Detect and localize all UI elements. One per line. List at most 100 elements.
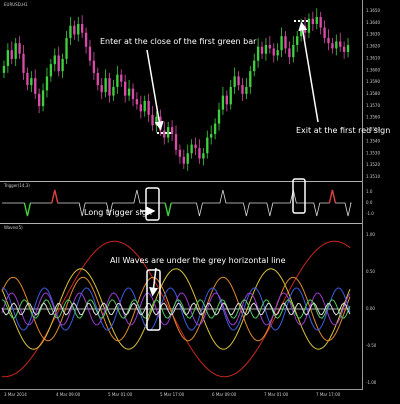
candle: [139, 95, 142, 119]
candle-body: [190, 144, 193, 154]
candle-body: [186, 153, 189, 164]
candle-body: [88, 46, 92, 61]
wave-green: [1, 299, 351, 319]
candle: [178, 144, 182, 164]
candle: [84, 27, 88, 54]
candle-body: [26, 72, 29, 86]
candle-body: [65, 37, 68, 59]
candle: [116, 65, 119, 94]
trigger-series: [2, 189, 352, 217]
candle-body: [331, 43, 334, 49]
candle: [96, 67, 99, 91]
entry-arrow: [146, 49, 164, 131]
candle-body: [221, 95, 225, 110]
candle: [151, 106, 154, 131]
candle: [202, 148, 205, 166]
waves-scale-label: 1.00: [366, 232, 375, 237]
candle: [335, 34, 338, 56]
candle-body: [249, 71, 252, 87]
candle-body: [288, 48, 291, 58]
candle: [307, 13, 311, 38]
candle-body: [315, 16, 318, 24]
candle: [249, 65, 252, 94]
candle: [229, 79, 232, 110]
candle: [170, 120, 174, 142]
price-scale-label: 1.3570: [366, 103, 380, 108]
candle: [268, 36, 272, 54]
time-scale-label: 7 Mar 01:00: [264, 392, 289, 397]
candle: [323, 20, 326, 44]
candle: [245, 78, 248, 100]
trigger-signal: [328, 189, 337, 204]
candle: [206, 130, 209, 159]
wave-red: [1, 240, 351, 378]
candle: [221, 86, 225, 115]
candle-body: [174, 134, 178, 150]
candle: [69, 16, 72, 45]
candle: [92, 51, 96, 80]
exit-dot: [294, 20, 296, 22]
candle-body: [237, 76, 240, 86]
candle-body: [253, 60, 256, 72]
trigger-line: [2, 189, 352, 217]
candle: [346, 37, 350, 58]
candlestick-series: [2, 8, 350, 171]
candle-body: [268, 44, 272, 49]
waves-series: [1, 240, 351, 378]
candle-body: [53, 55, 56, 65]
candle-body: [108, 78, 111, 96]
candle: [37, 88, 41, 114]
candle: [147, 93, 150, 122]
candle-body: [30, 78, 33, 86]
candle-body: [194, 144, 197, 149]
exit-dot: [302, 20, 304, 22]
candle-body: [241, 85, 244, 94]
candle-body: [135, 99, 139, 105]
price-scale-label: 1.3610: [366, 55, 380, 60]
candle-body: [57, 55, 60, 72]
trigger-signal: [23, 202, 32, 217]
candle-body: [14, 43, 17, 59]
candle-body: [256, 46, 260, 61]
candle: [331, 37, 334, 54]
trigger-signal: [51, 189, 59, 204]
candle: [10, 41, 13, 65]
candle-body: [342, 46, 346, 52]
candle: [41, 83, 45, 112]
candle-body: [323, 27, 326, 38]
candle-body: [167, 127, 170, 138]
candle: [30, 71, 33, 93]
price-scale-label: 1.3620: [366, 44, 380, 49]
candle: [26, 67, 29, 91]
candle-body: [45, 76, 49, 91]
candle-body: [92, 60, 96, 73]
candle: [276, 43, 279, 61]
candle: [198, 139, 201, 164]
candle: [127, 79, 131, 101]
price-scale-label: 1.3530: [366, 150, 380, 155]
candle-body: [22, 53, 25, 73]
candle-body: [217, 109, 221, 124]
waves-scale-label: 0.50: [366, 269, 375, 274]
candle-body: [202, 153, 205, 159]
candle-body: [34, 78, 37, 94]
candle-body: [10, 50, 13, 59]
candle: [108, 72, 111, 103]
price-scale-label: 1.3650: [366, 8, 380, 13]
time-scale-label: 5 Mar 01:00: [108, 392, 133, 397]
candle-body: [41, 90, 45, 107]
candle-body: [178, 149, 182, 157]
candle: [100, 78, 103, 100]
candle: [53, 48, 56, 72]
candle: [210, 125, 213, 145]
candle: [217, 102, 221, 131]
candle: [256, 37, 260, 68]
candle-body: [80, 23, 84, 33]
candle-body: [18, 43, 21, 54]
candle-body: [104, 78, 107, 93]
candle: [327, 29, 330, 51]
candle-body: [264, 44, 268, 54]
candle-body: [112, 86, 115, 96]
candle: [143, 95, 146, 117]
